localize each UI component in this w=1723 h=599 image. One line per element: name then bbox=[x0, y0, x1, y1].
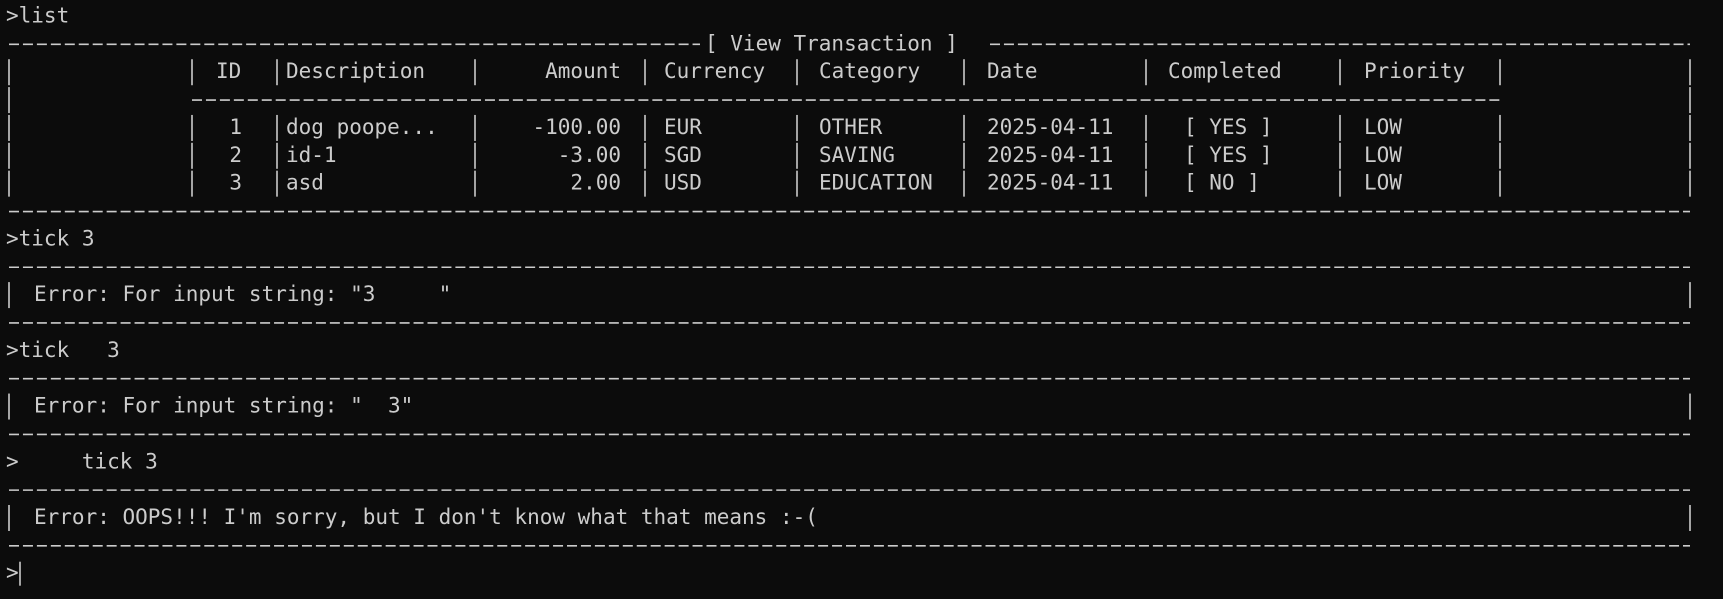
table-cell: LOW bbox=[1364, 115, 1402, 139]
command-line: >tick 3 bbox=[6, 338, 120, 362]
table-cell: OTHER bbox=[819, 115, 883, 139]
command-line: > tick 3 bbox=[6, 449, 158, 473]
table-cell: id-1 bbox=[286, 143, 337, 167]
table-header: Category bbox=[819, 59, 920, 83]
command-line: >tick 3 bbox=[6, 226, 95, 250]
table-cell: EUR bbox=[664, 115, 702, 139]
table-cell: 2025-04-11 bbox=[987, 115, 1113, 139]
table-cell: [ NO ] bbox=[1184, 171, 1260, 195]
command-line: >list bbox=[6, 4, 69, 28]
table-header: Description bbox=[286, 59, 425, 83]
table-cell: dog poope... bbox=[286, 115, 438, 139]
table-cell: 2025-04-11 bbox=[987, 143, 1113, 167]
prompt: > bbox=[6, 561, 19, 585]
table-cell: SAVING bbox=[819, 143, 895, 167]
table-header: Amount bbox=[545, 59, 621, 83]
table-cell: asd bbox=[286, 171, 324, 195]
table-cell: USD bbox=[664, 171, 702, 195]
table-cell: -3.00 bbox=[558, 143, 621, 167]
table-title: [ View Transaction ] bbox=[705, 31, 958, 55]
table-cell: [ YES ] bbox=[1184, 115, 1273, 139]
table-cell: [ YES ] bbox=[1184, 143, 1273, 167]
table-header: Currency bbox=[664, 59, 765, 83]
table-header: ID bbox=[216, 59, 241, 83]
table-cell: SGD bbox=[664, 143, 702, 167]
table-cell: 3 bbox=[229, 171, 242, 195]
table-cell: EDUCATION bbox=[819, 171, 933, 195]
table-header: Priority bbox=[1364, 59, 1465, 83]
error-message: Error: For input string: " 3" bbox=[34, 394, 413, 418]
table-header: Completed bbox=[1168, 59, 1282, 83]
table-cell: 2 bbox=[229, 143, 242, 167]
table-header: Date bbox=[987, 59, 1038, 83]
table-cell: 2.00 bbox=[570, 171, 621, 195]
table-cell: LOW bbox=[1364, 143, 1402, 167]
table-cell: LOW bbox=[1364, 171, 1402, 195]
table-cell: -100.00 bbox=[532, 115, 621, 139]
error-message: Error: For input string: "3 " bbox=[34, 282, 451, 306]
table-cell: 1 bbox=[229, 115, 242, 139]
table-cell: 2025-04-11 bbox=[987, 171, 1113, 195]
error-message: Error: OOPS!!! I'm sorry, but I don't kn… bbox=[34, 505, 818, 529]
